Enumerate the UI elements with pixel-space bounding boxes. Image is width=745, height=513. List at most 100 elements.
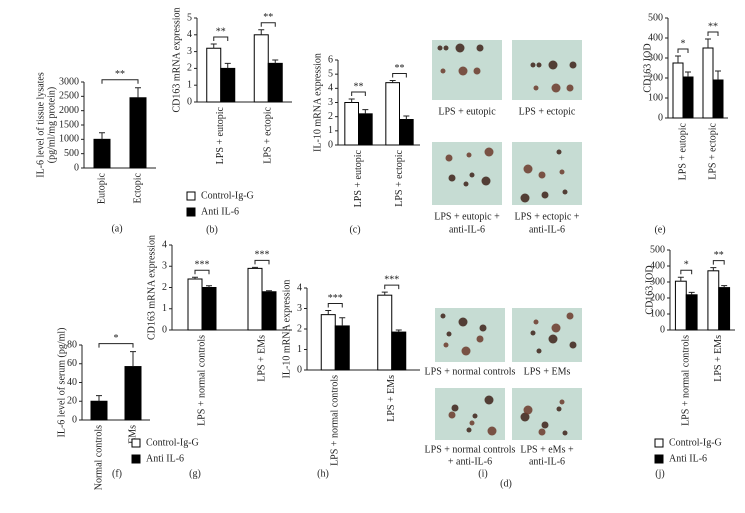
cell: [538, 171, 546, 179]
significance-label: ***: [328, 293, 343, 304]
error-bar: [395, 329, 402, 333]
error-bar: [325, 310, 332, 315]
bar: [129, 97, 147, 169]
error-bar: [266, 290, 272, 292]
cell: [461, 346, 471, 356]
error-bar: [348, 98, 355, 103]
significance-bracket: [392, 73, 407, 78]
error-bar: [135, 87, 141, 98]
bar: [707, 270, 720, 331]
y-tick-label: 2: [162, 282, 167, 293]
cell: [476, 335, 484, 343]
cell: [530, 62, 536, 68]
y-axis-label: IL-6 level of serum (pg/ml): [56, 328, 67, 438]
cell: [556, 149, 562, 155]
image-caption: LPS + eutopic: [438, 106, 496, 117]
cell: [466, 152, 472, 158]
bar: [93, 138, 111, 169]
y-tick-label: 3: [328, 97, 333, 108]
error-bar: [272, 59, 279, 64]
significance-bracket: [260, 22, 276, 27]
cell: [559, 169, 565, 175]
bar: [220, 67, 236, 103]
bar: [682, 76, 694, 119]
y-tick-label: 60: [67, 358, 77, 369]
y-tick-label: 200: [648, 72, 663, 83]
cell: [458, 66, 468, 76]
legend-label: Anti IL-6: [669, 453, 707, 464]
x-tick-label: LPS + EMs: [713, 335, 724, 382]
cell: [469, 172, 475, 178]
cell: [523, 164, 533, 174]
significance-bracket: [677, 48, 689, 53]
y-tick-label: 0: [72, 414, 77, 425]
significance-bracket: [101, 79, 139, 84]
panel-label: (g): [189, 468, 201, 479]
error-bar: [192, 276, 198, 279]
cell: [533, 85, 539, 91]
y-tick-label: 400: [648, 32, 663, 43]
cell: [538, 428, 546, 436]
error-bar: [403, 115, 410, 120]
cell: [463, 181, 469, 187]
cell: [548, 334, 558, 344]
panel-label: (b): [206, 224, 218, 235]
error-bar: [252, 266, 258, 269]
bar: [320, 314, 336, 371]
image-caption: LPS + eutopic +: [434, 211, 500, 222]
panel-label: (j): [655, 468, 664, 479]
y-tick-label: 2: [297, 323, 302, 334]
cell: [559, 399, 565, 405]
cell: [536, 62, 542, 68]
bar: [377, 294, 393, 371]
panel-label: (h): [317, 468, 329, 479]
y-axis-label: IL-10 mRNA expression: [312, 53, 323, 152]
image-caption: LPS + ectopic: [519, 106, 576, 117]
cell: [472, 413, 478, 419]
error-bar: [389, 80, 396, 83]
bar: [334, 325, 350, 371]
y-tick-label: 20: [67, 396, 77, 407]
bar: [124, 366, 142, 421]
y-tick-label: 3: [162, 261, 167, 272]
bar: [685, 294, 698, 331]
cell: [484, 395, 494, 405]
cell: [520, 412, 530, 422]
error-bar: [224, 62, 231, 69]
cell: [455, 43, 465, 53]
x-tick-label: LPS + normal controls: [196, 335, 207, 426]
significance-label: ***: [384, 274, 399, 285]
legend-label: Anti IL-6: [201, 206, 239, 217]
significance-bracket: [327, 303, 343, 308]
legend-swatch: [186, 191, 196, 201]
cell: [445, 154, 453, 162]
bar: [187, 278, 203, 331]
bar: [385, 82, 401, 146]
image-caption: LPS + ectopic +: [515, 211, 580, 222]
bar: [712, 79, 724, 119]
cell: [443, 342, 449, 348]
significance-label: **: [216, 26, 226, 37]
error-bar: [130, 351, 136, 367]
image-caption: LPS + eMs +: [520, 444, 574, 455]
y-tick-label: 1: [328, 125, 333, 136]
significance-bracket: [254, 259, 270, 265]
error-bar: [381, 291, 388, 296]
bar: [201, 287, 217, 331]
y-tick-label: 3: [187, 46, 192, 57]
image-caption: anti-IL-6: [449, 224, 485, 235]
cell: [556, 406, 562, 412]
significance-label: **: [115, 69, 125, 80]
error-bar: [710, 267, 717, 271]
x-tick-label: LPS + EMs: [256, 335, 267, 382]
y-tick-label: 400: [650, 260, 665, 271]
y-tick-label: 1500: [59, 119, 79, 130]
y-tick-label: 500: [650, 244, 665, 255]
cell: [448, 411, 456, 419]
cell: [448, 174, 456, 182]
y-tick-label: 4: [297, 282, 302, 293]
bar: [399, 119, 414, 146]
image-caption: LPS + normal controls: [425, 366, 516, 377]
y-tick-label: 2500: [59, 91, 79, 102]
